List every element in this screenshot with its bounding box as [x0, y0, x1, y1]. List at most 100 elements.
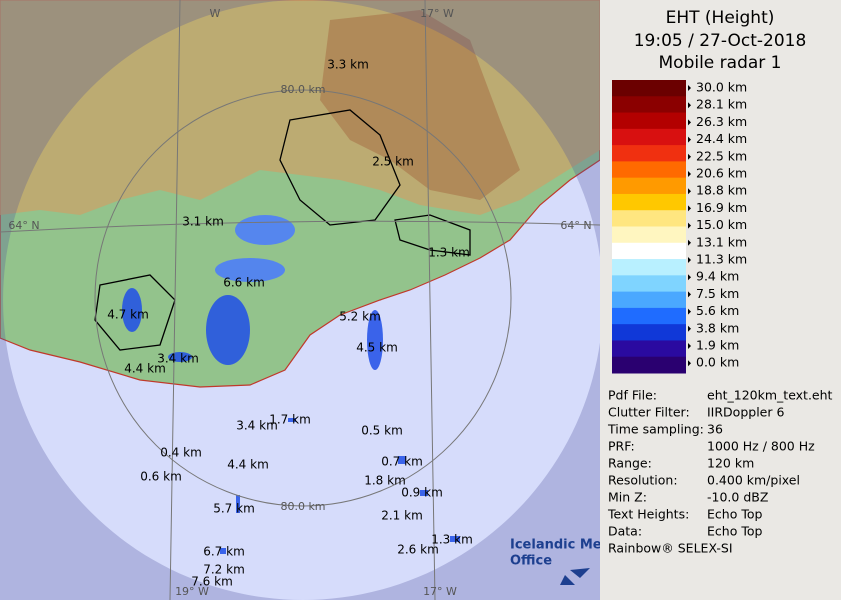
info-value: 1000 Hz / 800 Hz	[707, 439, 815, 454]
legend-swatch	[612, 177, 686, 195]
legend-label: 1.9 km	[696, 338, 739, 353]
legend-label: 3.8 km	[696, 320, 739, 335]
legend-swatch	[612, 307, 686, 325]
legend-label: 28.1 km	[696, 97, 747, 112]
legend-label: 24.4 km	[696, 131, 747, 146]
legend-label: 30.0 km	[696, 80, 747, 95]
legend-tick	[688, 343, 691, 349]
legend-label: 16.9 km	[696, 200, 747, 215]
echo-top-label: 5.2 km	[339, 310, 381, 324]
legend-tick	[688, 205, 691, 212]
info-value: 0.400 km/pixel	[707, 473, 800, 488]
legend-tick	[688, 308, 691, 315]
legend-label: 22.5 km	[696, 148, 747, 163]
echo-top-label: 0.5 km	[361, 424, 403, 438]
grid-label: 17° W	[423, 585, 457, 598]
echo-top-label: 3.4 km	[157, 352, 199, 366]
legend-swatch	[612, 80, 686, 97]
ring-label: 80.0 km	[280, 500, 325, 513]
legend-tick	[688, 274, 691, 281]
echo-top-label: 2.6 km	[397, 543, 439, 557]
legend-tick	[688, 188, 691, 195]
glacier-outline	[94, 109, 471, 351]
info-value: -10.0 dBZ	[707, 490, 768, 505]
echo-top-label: 1.3 km	[428, 246, 470, 260]
legend-tick	[688, 136, 691, 143]
info-label: Data:	[608, 524, 642, 539]
echo-top-label: 3.3 km	[327, 58, 369, 72]
grid-label: 64° N	[8, 219, 39, 232]
legend-swatch	[612, 356, 686, 374]
legend-tick	[688, 119, 691, 126]
logo-mark	[560, 568, 590, 585]
grid-label: 17° W	[420, 7, 454, 20]
legend-label: 5.6 km	[696, 303, 739, 318]
echoes	[122, 215, 460, 554]
legend-tick	[688, 102, 691, 109]
legend-tick	[688, 85, 691, 91]
legend-tick	[688, 291, 691, 298]
echo-top-label: 6.6 km	[223, 276, 265, 290]
time: 19:05 / 27-Oct-2018	[634, 31, 807, 51]
legend-tick	[688, 239, 691, 246]
echo-top-label: 7.2 km	[203, 563, 245, 577]
map: W 17° W 64° N 64° N 19° W 17° W 80.0 km 80.0 km…	[0, 0, 608, 600]
legend-swatch	[612, 210, 686, 227]
legend-swatch	[612, 291, 686, 309]
echo-top-label: 7.6 km	[191, 575, 233, 589]
glacier-area	[320, 10, 520, 200]
legend-swatch	[612, 128, 686, 146]
legend-swatch	[612, 96, 686, 114]
echo-top-label: 6.7 km	[203, 545, 245, 559]
echo-top-label: 0.6 km	[140, 470, 182, 484]
legend-swatch	[612, 161, 686, 179]
legend-label: 13.1 km	[696, 234, 747, 249]
info-value: IIRDoppler 6	[707, 405, 784, 420]
legend-swatch	[612, 324, 686, 341]
logo-text: Office	[510, 554, 552, 569]
info-value: eht_120km_text.eht	[707, 388, 833, 403]
legend-label: 15.0 km	[696, 217, 747, 232]
echo-top-label: 0.7 km	[381, 455, 423, 469]
grid-label: 19° W	[175, 585, 209, 598]
legend-tick	[688, 153, 691, 160]
echo-top-label: 1.3 km	[431, 533, 473, 547]
grid-label: W	[210, 7, 221, 20]
legend-swatch	[612, 259, 686, 276]
info-label: Range:	[608, 456, 652, 471]
info-label: Pdf File:	[608, 388, 657, 403]
legend-label: 9.4 km	[696, 269, 739, 284]
echo-top-label: 4.4 km	[124, 362, 166, 376]
legend-label: 26.3 km	[696, 114, 747, 129]
legend-tick	[688, 222, 691, 229]
graticule	[0, 0, 600, 600]
echo-top-label: 4.4 km	[227, 458, 269, 472]
echo-top-label: 3.4 km	[236, 419, 278, 433]
range-ring	[94, 89, 512, 507]
info-label: Resolution:	[608, 473, 678, 488]
echo-top-label: 0.4 km	[160, 446, 202, 460]
legend-swatch	[612, 145, 686, 162]
legend-tick	[688, 171, 691, 177]
footer: Rainbow® SELEX-SI	[608, 541, 733, 556]
legend-label: 11.3 km	[696, 252, 747, 267]
legend-tick	[688, 257, 691, 263]
echo-top-label: 1.7 km	[269, 413, 311, 427]
info-label: PRF:	[608, 439, 635, 454]
info-value: 36	[707, 422, 723, 437]
info-value: Echo Top	[707, 507, 762, 522]
legend-label: 20.6 km	[696, 166, 747, 181]
logo-text: Icelandic Met	[510, 538, 608, 553]
legend-label: 7.5 km	[696, 286, 739, 301]
legend-swatch	[612, 242, 686, 260]
echo-top-label: 2.1 km	[381, 509, 423, 523]
echo-top-label: 5.7 km	[213, 502, 255, 516]
title: EHT (Height)	[666, 8, 775, 28]
ring-label: 80.0 km	[280, 83, 325, 96]
legend-tick	[688, 360, 691, 367]
legend-swatch	[612, 275, 686, 293]
echo-top-label: 4.7 km	[107, 308, 149, 322]
legend-swatch	[612, 112, 686, 130]
echo-top-label: 4.5 km	[356, 341, 398, 355]
